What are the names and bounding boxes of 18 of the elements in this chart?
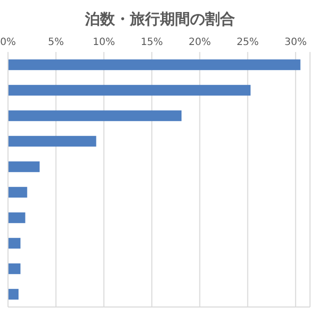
bar bbox=[8, 263, 20, 274]
bar bbox=[8, 212, 26, 224]
bar bbox=[8, 161, 40, 172]
x-tick-label: 15% bbox=[140, 37, 163, 48]
bar bbox=[8, 186, 28, 198]
x-tick-label: 0% bbox=[0, 37, 16, 48]
bar bbox=[8, 288, 19, 300]
x-tick-label: 5% bbox=[48, 37, 64, 48]
bar bbox=[8, 136, 96, 147]
bar bbox=[8, 238, 20, 249]
bar bbox=[8, 59, 300, 70]
chart-title: 泊数・旅行期間の割合 bbox=[84, 10, 235, 28]
bar bbox=[8, 84, 251, 96]
bar bbox=[8, 110, 182, 122]
x-tick-label: 30% bbox=[284, 37, 307, 48]
x-tick-label: 20% bbox=[188, 37, 211, 48]
x-tick-label: 25% bbox=[236, 37, 259, 48]
x-tick-label: 10% bbox=[92, 37, 115, 48]
